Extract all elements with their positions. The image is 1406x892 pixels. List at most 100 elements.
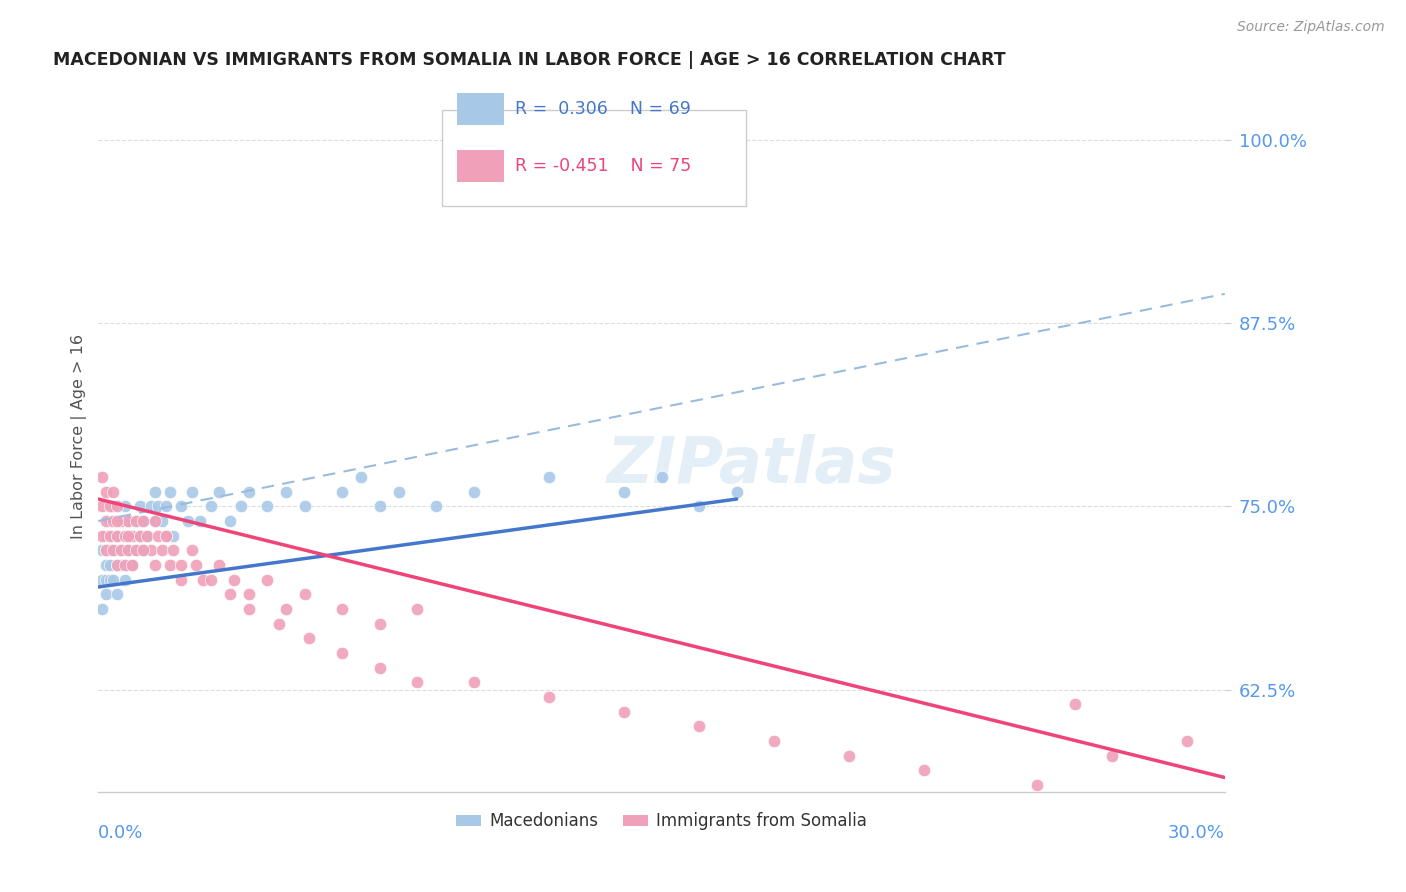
Point	[222, 573, 245, 587]
Point	[105, 558, 128, 572]
Point	[200, 500, 222, 514]
Point	[121, 558, 143, 572]
Point	[94, 543, 117, 558]
Text: Source: ZipAtlas.com: Source: ZipAtlas.com	[1237, 20, 1385, 34]
Point	[136, 529, 159, 543]
Point	[406, 602, 429, 616]
Point	[103, 500, 125, 514]
Point	[274, 602, 297, 616]
Point	[170, 500, 193, 514]
Point	[425, 500, 447, 514]
Point	[98, 500, 121, 514]
Point	[267, 616, 290, 631]
Point	[91, 543, 114, 558]
Point	[132, 543, 155, 558]
Point	[150, 543, 173, 558]
Point	[125, 514, 148, 528]
Point	[294, 587, 316, 601]
Point	[105, 514, 128, 528]
FancyBboxPatch shape	[457, 150, 503, 182]
Text: ZIPatlas: ZIPatlas	[607, 434, 897, 496]
Point	[162, 543, 184, 558]
Point	[155, 529, 177, 543]
Point	[1175, 734, 1198, 748]
Point	[238, 587, 260, 601]
Point	[110, 514, 132, 528]
Point	[114, 500, 136, 514]
FancyBboxPatch shape	[457, 93, 503, 126]
Point	[114, 573, 136, 587]
Point	[297, 632, 319, 646]
Point	[128, 500, 150, 514]
Point	[105, 558, 128, 572]
Point	[181, 543, 204, 558]
Point	[103, 543, 125, 558]
Point	[114, 529, 136, 543]
Point	[132, 514, 155, 528]
Point	[218, 587, 240, 601]
Point	[125, 543, 148, 558]
FancyBboxPatch shape	[441, 110, 747, 206]
Point	[537, 690, 560, 704]
Point	[110, 543, 132, 558]
Point	[1026, 778, 1049, 792]
Point	[332, 484, 354, 499]
Point	[155, 529, 177, 543]
Point	[162, 529, 184, 543]
Point	[368, 616, 391, 631]
Point	[143, 514, 166, 528]
Point	[155, 500, 177, 514]
Point	[207, 558, 229, 572]
Point	[170, 573, 193, 587]
Point	[143, 484, 166, 499]
Point	[105, 514, 128, 528]
Point	[139, 543, 162, 558]
Point	[132, 514, 155, 528]
Point	[98, 573, 121, 587]
Point	[94, 514, 117, 528]
Point	[103, 529, 125, 543]
Legend: Macedonians, Immigrants from Somalia: Macedonians, Immigrants from Somalia	[449, 805, 875, 838]
Point	[388, 484, 411, 499]
Point	[274, 484, 297, 499]
Point	[94, 484, 117, 499]
Point	[177, 514, 200, 528]
Point	[121, 529, 143, 543]
Point	[159, 558, 181, 572]
Point	[537, 470, 560, 484]
Point	[150, 514, 173, 528]
Point	[105, 587, 128, 601]
Point	[207, 484, 229, 499]
Point	[117, 529, 139, 543]
Point	[238, 484, 260, 499]
Point	[1063, 697, 1085, 711]
Y-axis label: In Labor Force | Age > 16: In Labor Force | Age > 16	[72, 334, 87, 540]
Point	[200, 573, 222, 587]
Point	[651, 470, 673, 484]
Point	[121, 529, 143, 543]
Point	[117, 514, 139, 528]
Point	[98, 529, 121, 543]
Point	[94, 573, 117, 587]
Point	[103, 514, 125, 528]
Point	[143, 514, 166, 528]
Point	[110, 558, 132, 572]
Point	[368, 660, 391, 674]
Point	[350, 470, 373, 484]
Point	[218, 514, 240, 528]
Point	[256, 500, 278, 514]
Point	[463, 675, 485, 690]
Point	[688, 719, 710, 733]
Text: R =  0.306    N = 69: R = 0.306 N = 69	[515, 100, 690, 118]
Point	[98, 529, 121, 543]
Point	[238, 602, 260, 616]
Point	[725, 484, 748, 499]
Point	[181, 484, 204, 499]
Point	[117, 543, 139, 558]
Point	[91, 470, 114, 484]
Point	[125, 514, 148, 528]
Point	[103, 484, 125, 499]
Point	[368, 500, 391, 514]
Point	[103, 573, 125, 587]
Point	[229, 500, 252, 514]
